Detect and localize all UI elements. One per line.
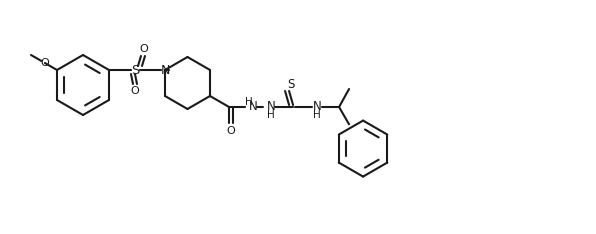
Text: N: N bbox=[249, 100, 257, 113]
Text: O: O bbox=[139, 44, 148, 54]
Text: O: O bbox=[41, 58, 49, 68]
Text: S: S bbox=[287, 77, 295, 91]
Text: S: S bbox=[131, 63, 139, 77]
Text: H: H bbox=[245, 97, 253, 107]
Text: O: O bbox=[131, 86, 139, 96]
Text: N: N bbox=[160, 63, 170, 77]
Text: H: H bbox=[267, 110, 275, 120]
Text: O: O bbox=[226, 126, 235, 136]
Text: N: N bbox=[313, 100, 321, 113]
Text: H: H bbox=[313, 110, 321, 120]
Text: N: N bbox=[266, 100, 275, 113]
